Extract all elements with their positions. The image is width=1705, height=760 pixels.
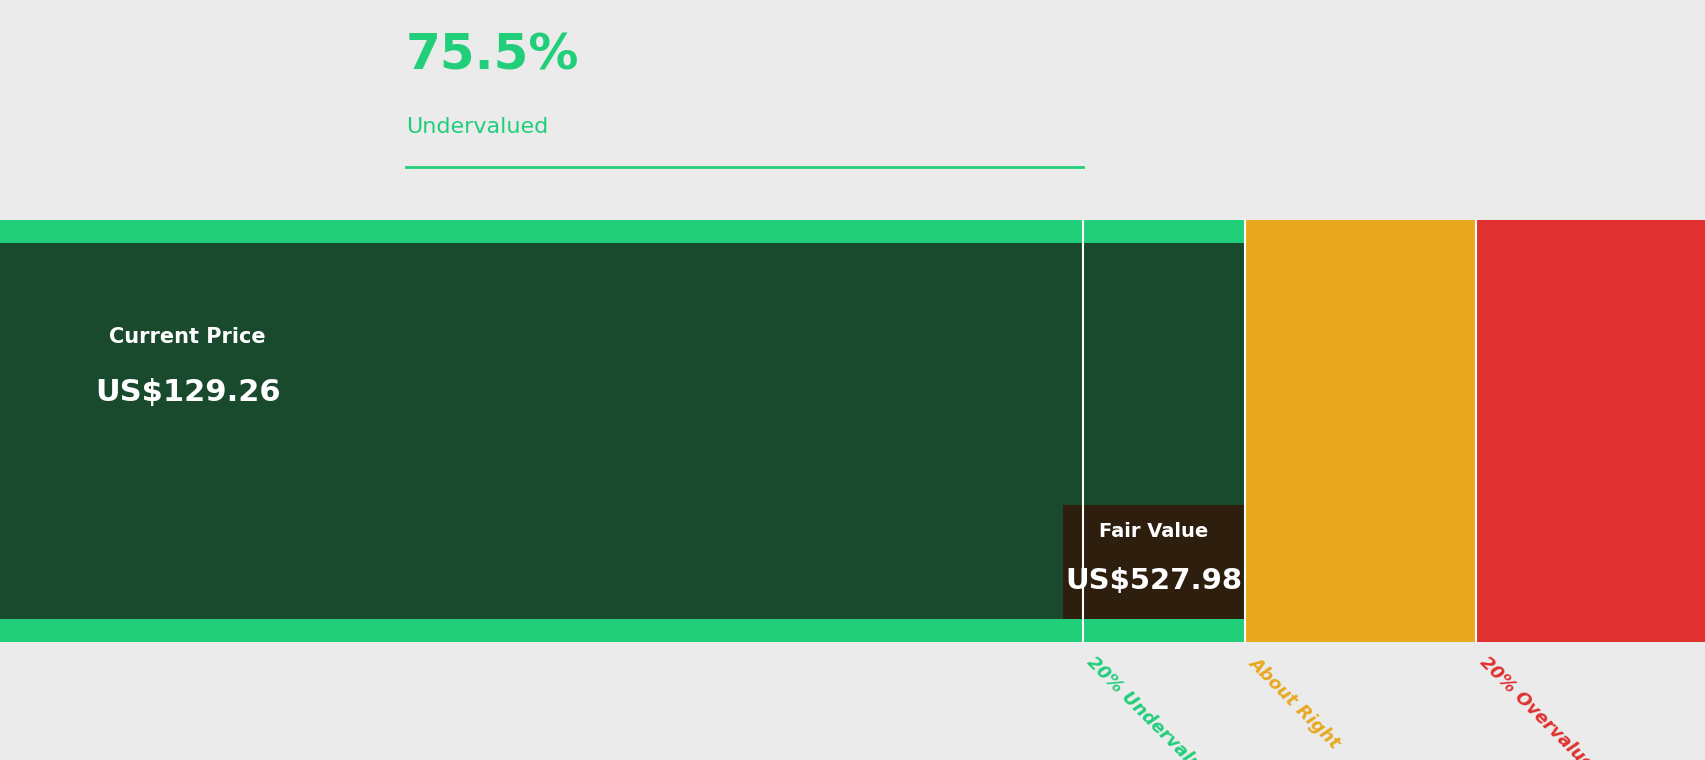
Bar	[0, 619, 1245, 642]
Bar	[1083, 220, 1245, 642]
Text: About Right: About Right	[1245, 654, 1344, 752]
Text: Current Price: Current Price	[109, 328, 266, 347]
Text: Undervalued: Undervalued	[406, 117, 547, 137]
Bar	[1245, 220, 1475, 642]
Bar	[1062, 505, 1245, 619]
Text: 20% Overvalued: 20% Overvalued	[1475, 654, 1604, 760]
Bar	[0, 220, 1245, 243]
Text: US$129.26: US$129.26	[95, 378, 280, 407]
Text: 75.5%: 75.5%	[406, 32, 580, 80]
Text: Fair Value: Fair Value	[1098, 522, 1209, 541]
Bar	[1475, 220, 1705, 642]
Text: US$527.98: US$527.98	[1066, 567, 1241, 595]
Bar	[0, 243, 375, 505]
Text: 20% Undervalued: 20% Undervalued	[1083, 654, 1222, 760]
Bar	[0, 243, 1245, 619]
Bar	[0, 220, 1083, 642]
